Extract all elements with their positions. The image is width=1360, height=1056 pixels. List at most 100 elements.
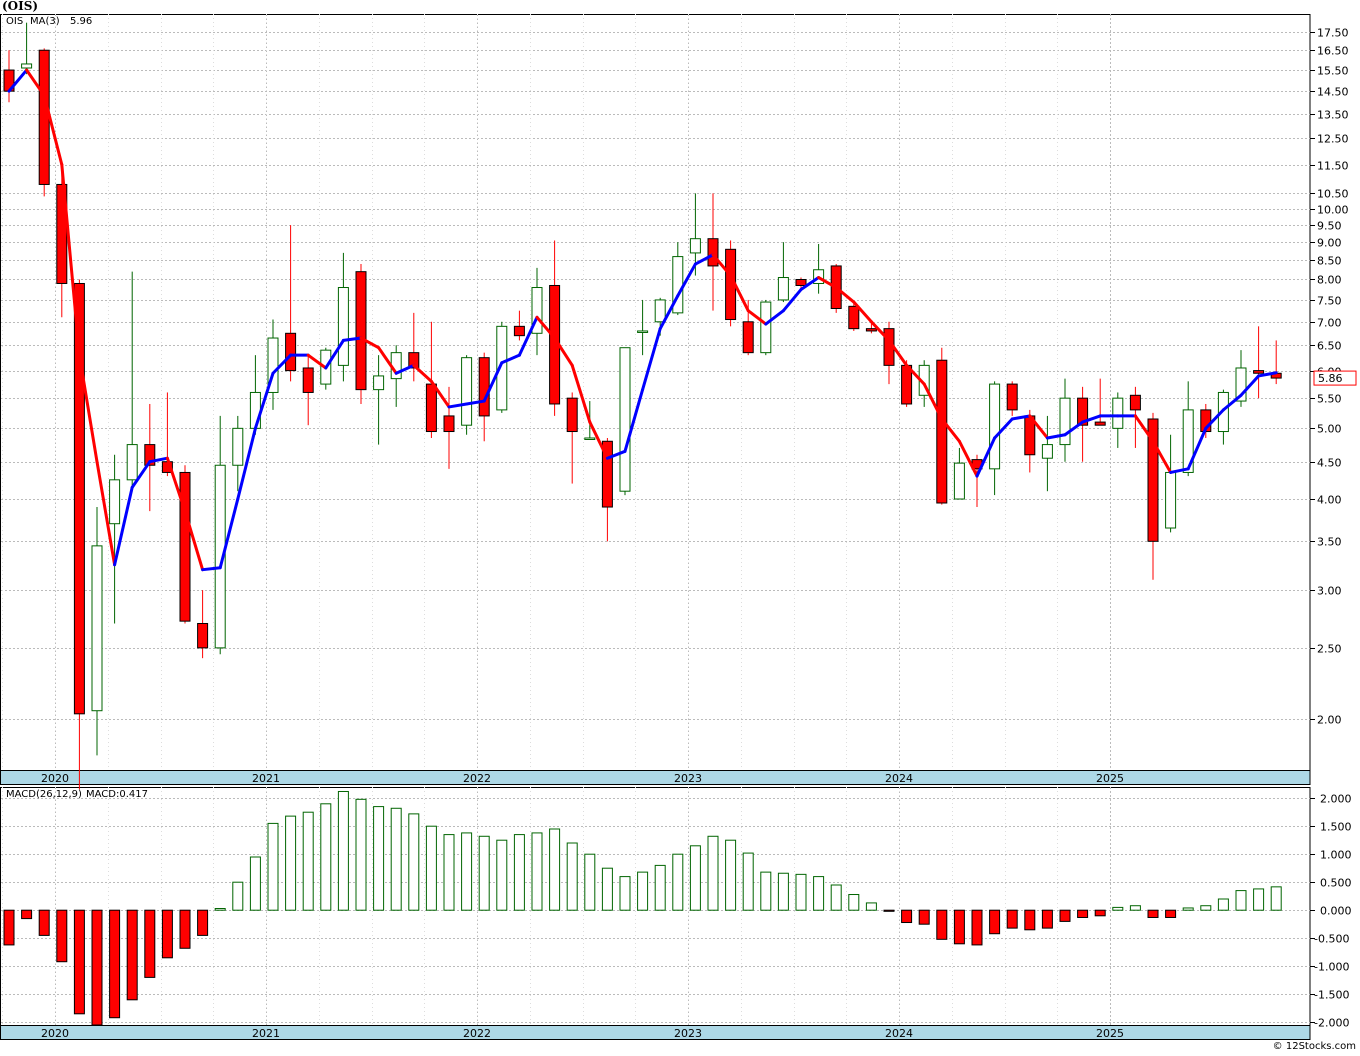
price-tick-label: 12.50 <box>1317 133 1349 146</box>
candle-body <box>760 301 772 354</box>
candle-body <box>1041 444 1053 459</box>
candle-body <box>443 415 455 433</box>
ma-segment <box>517 315 539 357</box>
price-tick-label: 9.00 <box>1317 237 1342 250</box>
ma-segment <box>42 94 64 167</box>
x-axis-label: 2023 <box>674 1027 702 1040</box>
candle-body <box>936 359 948 504</box>
macd-bar <box>285 815 297 911</box>
ma-segment <box>957 439 979 478</box>
ma-segment <box>1063 420 1085 437</box>
candle-body <box>1059 397 1071 446</box>
macd-bar <box>355 798 367 911</box>
x-axis-band <box>0 770 1311 785</box>
macd-bar <box>249 856 261 911</box>
x-axis-label: 2022 <box>463 772 491 785</box>
ma-segment <box>77 353 99 464</box>
price-panel <box>0 14 1311 771</box>
candle-body <box>742 321 754 354</box>
price-tick-label: 15.50 <box>1317 65 1349 78</box>
x-axis-label: 2020 <box>41 1027 69 1040</box>
ma-segment <box>588 420 609 460</box>
ma-segment <box>447 402 469 409</box>
legend-ma-value: 5.96 <box>70 16 92 27</box>
macd-bar <box>1147 909 1159 918</box>
ma-segment <box>711 253 733 278</box>
x-axis-label: 2024 <box>885 772 913 785</box>
macd-bar <box>672 853 684 911</box>
macd-bar <box>989 909 1001 935</box>
ma-segment <box>817 276 838 290</box>
macd-bar <box>302 811 314 911</box>
candle-body <box>689 238 701 254</box>
macd-bar <box>830 884 842 911</box>
macd-bar <box>531 832 543 911</box>
macd-bar <box>1006 909 1018 929</box>
x-axis-label: 2020 <box>41 772 69 785</box>
ma-segment <box>1169 467 1190 474</box>
ma-segment <box>852 300 873 324</box>
ma-segment <box>165 456 187 513</box>
price-tick-label: 3.00 <box>1317 585 1342 598</box>
macd-bar <box>197 909 209 936</box>
macd-bar <box>179 909 191 949</box>
candle-body <box>566 397 578 433</box>
macd-bar <box>865 902 877 911</box>
candle-body <box>337 287 349 366</box>
price-tick-label: 7.00 <box>1317 317 1342 330</box>
macd-tick-label: 2.000 <box>1320 793 1352 806</box>
candle-body <box>478 357 490 417</box>
macd-bar <box>1217 898 1229 911</box>
ma-segment <box>306 353 328 370</box>
macd-legend-params: MACD(26,12,9) <box>6 789 82 800</box>
macd-bar <box>549 828 561 911</box>
price-tick-label: 11.50 <box>1317 160 1349 173</box>
macd-tick-label: 1.000 <box>1320 849 1352 862</box>
ma-segment <box>641 327 662 392</box>
ma-segment <box>253 371 275 430</box>
candle-body <box>1253 370 1265 374</box>
candle-body <box>1112 397 1124 429</box>
macd-bar <box>883 909 895 912</box>
candle-body <box>1094 421 1106 426</box>
macd-bar <box>1165 909 1177 918</box>
macd-bar <box>707 835 719 911</box>
macd-tick-label: -2.000 <box>1314 1017 1349 1030</box>
candle-body <box>38 49 50 185</box>
x-axis-label: 2024 <box>885 1027 913 1040</box>
macd-tick-label: -1.000 <box>1314 961 1349 974</box>
x-axis-label: 2021 <box>252 1027 280 1040</box>
ma-segment <box>113 485 134 567</box>
macd-bar <box>601 867 613 911</box>
macd-bar <box>971 909 983 946</box>
macd-bar <box>91 909 103 1026</box>
ma-segment <box>1028 414 1049 440</box>
x-axis-band <box>0 1025 1311 1040</box>
ma-segment <box>975 436 997 478</box>
macd-bar <box>1094 909 1106 917</box>
candle-body <box>197 622 209 649</box>
candle-body <box>214 464 226 649</box>
price-tick-label: 17.50 <box>1317 27 1349 40</box>
ma-segment <box>271 353 293 375</box>
candle-body <box>179 471 191 622</box>
ma-segment <box>781 288 803 313</box>
candle-body <box>584 437 596 440</box>
candle-body <box>637 330 649 333</box>
candle-body <box>1006 383 1018 411</box>
ma-segment <box>130 460 152 489</box>
price-tick-label: 13.50 <box>1317 109 1349 122</box>
macd-bar <box>425 825 437 911</box>
candle-body <box>1182 409 1194 473</box>
macd-bar <box>3 909 15 946</box>
x-axis-label: 2021 <box>252 772 280 785</box>
candle-body <box>355 271 367 391</box>
x-axis-label: 2025 <box>1096 1027 1124 1040</box>
macd-bar <box>337 790 349 911</box>
ma-segment <box>535 315 557 340</box>
macd-bar <box>566 842 578 911</box>
macd-bar <box>760 871 772 911</box>
macd-bar <box>496 839 508 911</box>
candle-body <box>126 444 138 481</box>
price-tick-label: 10.50 <box>1317 188 1349 201</box>
